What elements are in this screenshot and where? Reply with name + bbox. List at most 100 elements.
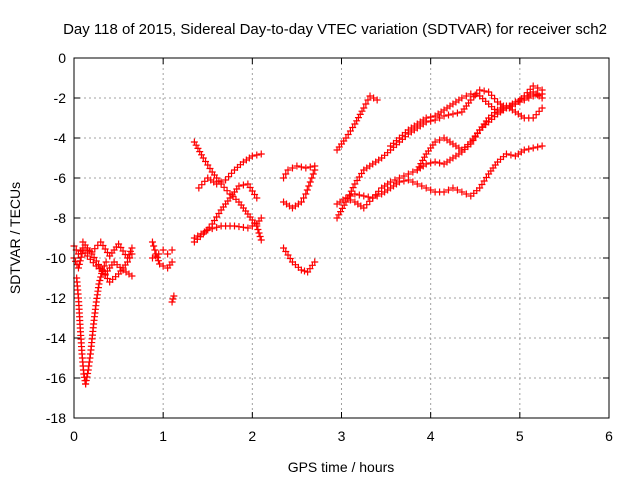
data-point-plus	[415, 163, 423, 171]
data-point-plus	[198, 151, 206, 159]
y-tick-label: -2	[54, 90, 67, 106]
data-point-plus	[373, 96, 381, 104]
data-point-plus	[360, 192, 368, 200]
x-tick-label: 2	[248, 428, 256, 444]
data-point-plus	[366, 92, 374, 100]
data-point-plus	[529, 144, 537, 152]
data-point-plus	[126, 254, 134, 262]
data-point-plus	[308, 174, 316, 182]
data-point-plus	[422, 184, 430, 192]
data-point-plus	[458, 94, 466, 102]
data-point-plus	[196, 148, 204, 156]
data-point-plus	[257, 236, 265, 244]
data-point-plus	[358, 107, 366, 115]
data-point-plus	[511, 98, 519, 106]
data-point-plus	[82, 380, 90, 388]
x-tick-label: 5	[516, 428, 524, 444]
data-point-plus	[364, 193, 372, 201]
data-point-plus	[170, 292, 178, 300]
y-tick-label: -10	[46, 250, 66, 266]
data-point-plus	[387, 178, 395, 186]
data-point-plus	[76, 257, 84, 265]
data-point-plus	[95, 280, 103, 288]
data-point-plus	[195, 184, 203, 192]
data-point-plus	[400, 177, 408, 185]
data-point-plus	[363, 201, 371, 209]
data-point-plus	[532, 111, 540, 119]
y-tick-label: 0	[58, 50, 66, 66]
y-tick-label: -12	[46, 290, 66, 306]
y-tick-label: -6	[54, 170, 67, 186]
data-point-plus	[302, 164, 310, 172]
data-point-plus	[534, 143, 542, 151]
data-point-plus	[372, 191, 380, 199]
data-point-plus	[305, 182, 313, 190]
data-point-plus	[340, 201, 348, 209]
data-point-plus	[445, 186, 452, 194]
data-point-plus	[538, 142, 546, 150]
data-point-plus	[204, 226, 212, 234]
data-point-plus	[86, 255, 94, 263]
data-point-plus	[418, 182, 426, 190]
data-point-plus	[449, 110, 457, 118]
data-point-plus	[253, 194, 261, 202]
data-point-plus	[338, 204, 346, 212]
data-point-plus	[306, 178, 314, 186]
data-point-plus	[538, 94, 546, 102]
data-point-plus	[168, 258, 176, 266]
data-point-plus	[284, 166, 292, 174]
data-point-plus	[431, 138, 439, 146]
data-point-plus	[257, 214, 265, 222]
plot-frame	[73, 57, 610, 419]
data-point-plus	[391, 176, 399, 184]
data-point-plus	[525, 145, 533, 153]
data-point-plus	[208, 225, 216, 233]
data-point-plus	[223, 187, 231, 195]
x-tick-label: 4	[427, 428, 435, 444]
data-point-plus	[83, 373, 91, 381]
data-point-plus	[462, 92, 470, 100]
data-point-plus	[413, 180, 421, 188]
data-point-plus	[282, 170, 290, 178]
data-point-plus	[347, 187, 355, 195]
data-point-plus	[156, 260, 164, 268]
data-point-plus	[96, 277, 104, 284]
data-point-plus	[257, 150, 265, 158]
data-point-plus	[520, 146, 528, 154]
data-point-plus	[491, 95, 499, 103]
data-point-plus	[445, 111, 452, 119]
data-point-plus	[303, 186, 311, 194]
data-point-plus	[476, 86, 484, 94]
data-point-plus	[190, 138, 198, 146]
data-point-plus	[151, 246, 159, 254]
data-point-plus	[153, 253, 161, 261]
data-point-plus	[82, 377, 90, 384]
data-point-plus	[288, 164, 296, 172]
data-point-plus	[440, 188, 448, 196]
data-point-plus	[538, 104, 546, 112]
chart-title: Day 118 of 2015, Sidereal Day-to-day VTE…	[63, 21, 607, 38]
data-point-plus	[349, 184, 357, 192]
data-point-plus	[534, 91, 542, 99]
data-point-plus	[453, 109, 461, 117]
data-point-plus	[529, 82, 537, 90]
data-point-plus	[222, 176, 230, 184]
data-point-plus	[471, 91, 479, 99]
data-point-plus	[213, 180, 221, 188]
data-point-plus	[373, 192, 381, 200]
data-point-plus	[248, 222, 256, 230]
data-point-plus	[306, 163, 314, 171]
data-point-plus	[99, 266, 107, 274]
data-point-plus	[150, 242, 158, 250]
data-point-plus	[244, 224, 252, 232]
data-point-plus	[311, 166, 319, 174]
data-point-plus	[364, 96, 372, 104]
data-point-plus	[436, 159, 444, 167]
data-point-plus	[427, 186, 435, 194]
data-point-plus	[353, 117, 361, 125]
data-point-plus	[98, 270, 106, 277]
data-point-plus	[300, 194, 308, 202]
data-point-plus	[168, 298, 176, 306]
gridlines	[74, 58, 609, 418]
